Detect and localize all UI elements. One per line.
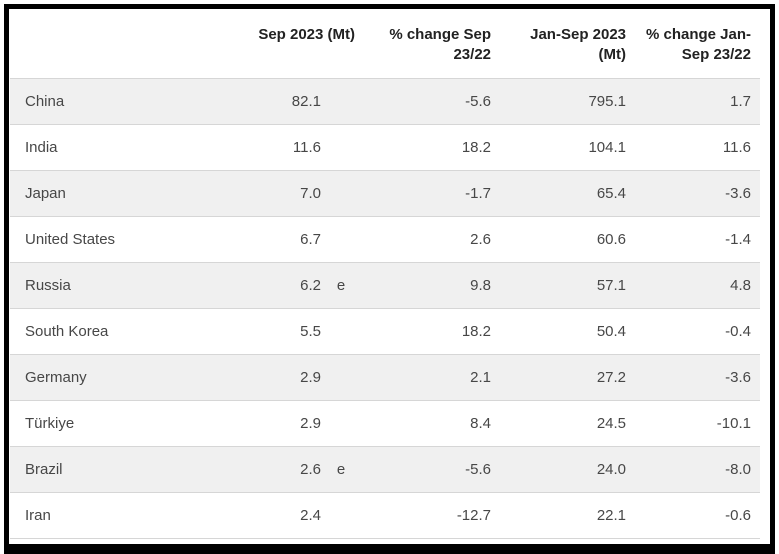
pct-change-jan-sep-cell: -0.6 [630, 492, 760, 539]
sep-value-cell: 82.1 [226, 78, 321, 125]
header-country [10, 10, 226, 79]
header-jan-sep-2023-mt-line1: Jan-Sep 2023 [530, 26, 627, 43]
jan-sep-value-cell: 65.4 [495, 170, 631, 217]
header-sep-2023-mt: Sep 2023 (Mt) [226, 10, 362, 79]
pct-change-jan-sep-cell: 4.8 [630, 262, 760, 309]
estimate-marker [321, 216, 362, 263]
country-cell: Japan [10, 170, 226, 217]
country-cell: China [10, 78, 226, 125]
jan-sep-value-cell: 795.1 [495, 78, 631, 125]
jan-sep-value-cell: 27.2 [495, 354, 631, 401]
pct-change-jan-sep-cell: -8.0 [630, 446, 760, 493]
header-pct-change-sep-line1: % change Sep [389, 26, 492, 43]
header-jan-sep-2023-mt: Jan-Sep 2023 (Mt) [495, 10, 631, 79]
estimate-marker [321, 308, 362, 355]
estimate-marker [321, 354, 362, 401]
estimate-marker: e [321, 262, 362, 309]
pct-change-sep-cell: -1.7 [361, 170, 496, 217]
jan-sep-value-cell: 50.4 [495, 308, 631, 355]
estimate-marker [321, 170, 362, 217]
estimate-marker [321, 78, 362, 125]
table-row-germany: Germany 2.9 2.1 27.2 -3.6 [10, 354, 760, 401]
estimate-marker [321, 124, 362, 171]
pct-change-sep-cell: -5.6 [361, 78, 496, 125]
country-cell: India [10, 124, 226, 171]
country-cell: Russia [10, 262, 226, 309]
country-cell: South Korea [10, 308, 226, 355]
pct-change-sep-cell: 18.2 [361, 308, 496, 355]
table-row-united-states: United States 6.7 2.6 60.6 -1.4 [10, 216, 760, 263]
sep-value-cell: 2.6 [226, 446, 321, 493]
estimate-marker [321, 492, 362, 539]
estimate-marker: e [321, 446, 362, 493]
jan-sep-value-cell: 24.5 [495, 400, 631, 447]
sep-value-cell: 11.6 [226, 124, 321, 171]
sep-value-cell: 6.7 [226, 216, 321, 263]
table-frame: Sep 2023 (Mt) % change Sep 23/22 Jan-Sep … [4, 4, 775, 554]
sep-value-cell: 7.0 [226, 170, 321, 217]
jan-sep-value-cell: 60.6 [495, 216, 631, 263]
jan-sep-value-cell: 104.1 [495, 124, 631, 171]
country-cell: Germany [10, 354, 226, 401]
pct-change-sep-cell: 8.4 [361, 400, 496, 447]
pct-change-sep-cell: 2.6 [361, 216, 496, 263]
steel-production-table: Sep 2023 (Mt) % change Sep 23/22 Jan-Sep … [10, 10, 760, 539]
table-row-china: China 82.1 -5.6 795.1 1.7 [10, 78, 760, 125]
jan-sep-value-cell: 22.1 [495, 492, 631, 539]
table-row-iran: Iran 2.4 -12.7 22.1 -0.6 [10, 492, 760, 539]
pct-change-jan-sep-cell: -1.4 [630, 216, 760, 263]
pct-change-jan-sep-cell: -3.6 [630, 170, 760, 217]
country-cell: United States [10, 216, 226, 263]
table-row-japan: Japan 7.0 -1.7 65.4 -3.6 [10, 170, 760, 217]
table-row-south-korea: South Korea 5.5 18.2 50.4 -0.4 [10, 308, 760, 355]
table-row-india: India 11.6 18.2 104.1 11.6 [10, 124, 760, 171]
pct-change-sep-cell: -12.7 [361, 492, 496, 539]
jan-sep-value-cell: 57.1 [495, 262, 631, 309]
table-row-turkiye: Türkiye 2.9 8.4 24.5 -10.1 [10, 400, 760, 447]
header-pct-change-jan-sep-line2: Sep 23/22 [681, 46, 751, 63]
pct-change-jan-sep-cell: 11.6 [630, 124, 760, 171]
header-jan-sep-2023-mt-line2: (Mt) [598, 46, 627, 63]
sep-value-cell: 2.9 [226, 400, 321, 447]
pct-change-sep-cell: 18.2 [361, 124, 496, 171]
pct-change-sep-cell: 2.1 [361, 354, 496, 401]
jan-sep-value-cell: 24.0 [495, 446, 631, 493]
pct-change-jan-sep-cell: -10.1 [630, 400, 760, 447]
sep-value-cell: 2.9 [226, 354, 321, 401]
pct-change-jan-sep-cell: -0.4 [630, 308, 760, 355]
header-pct-change-sep: % change Sep 23/22 [361, 10, 496, 79]
estimate-marker [321, 400, 362, 447]
pct-change-jan-sep-cell: 1.7 [630, 78, 760, 125]
sep-value-cell: 6.2 [226, 262, 321, 309]
country-cell: Türkiye [10, 400, 226, 447]
country-cell: Brazil [10, 446, 226, 493]
header-sep-2023-mt-line1: Sep 2023 (Mt) [258, 26, 356, 43]
table-header-row: Sep 2023 (Mt) % change Sep 23/22 Jan-Sep … [10, 10, 760, 79]
header-pct-change-jan-sep-line1: % change Jan- [645, 26, 751, 43]
header-pct-change-jan-sep: % change Jan- Sep 23/22 [630, 10, 760, 79]
sep-value-cell: 2.4 [226, 492, 321, 539]
pct-change-sep-cell: 9.8 [361, 262, 496, 309]
header-pct-change-sep-line2: 23/22 [453, 46, 492, 63]
table-row-brazil: Brazil 2.6 e -5.6 24.0 -8.0 [10, 446, 760, 493]
country-cell: Iran [10, 492, 226, 539]
pct-change-jan-sep-cell: -3.6 [630, 354, 760, 401]
table-row-russia: Russia 6.2 e 9.8 57.1 4.8 [10, 262, 760, 309]
sep-value-cell: 5.5 [226, 308, 321, 355]
pct-change-sep-cell: -5.6 [361, 446, 496, 493]
